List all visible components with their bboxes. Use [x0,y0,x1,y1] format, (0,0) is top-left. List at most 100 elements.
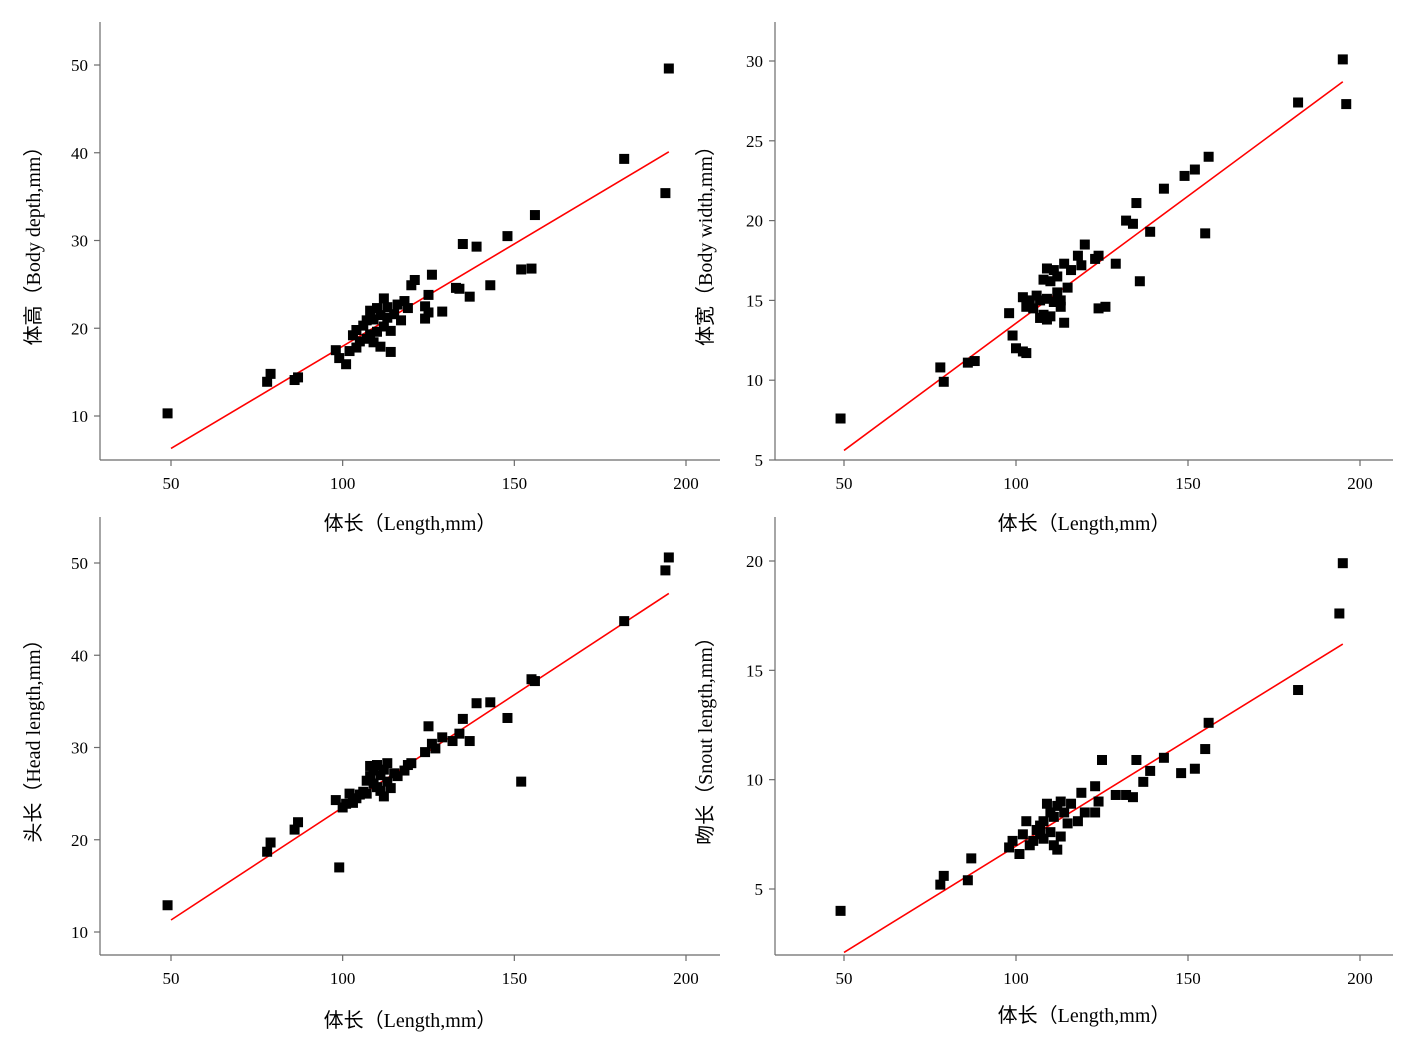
data-point [1079,807,1090,818]
data-point [1131,198,1142,209]
x-tick-label: 200 [673,969,699,988]
x-tick-label: 200 [1347,969,1373,988]
data-point [526,263,537,274]
data-point [962,357,973,368]
data-point [1004,308,1015,319]
data-point [372,326,382,337]
data-point [962,875,973,886]
x-axis-title: 体长（Length,mm） [324,1009,497,1032]
data-point [365,305,376,316]
data-point [1145,226,1156,237]
data-point [344,346,355,357]
scatter-panel-3: 50 100 150 200 10 20 30 40 50 体长（Length,mm） 头长（Hea… [22,517,720,1032]
y-tick-label: 15 [746,661,763,680]
x-tick-label: 100 [330,969,356,988]
data-point [502,231,513,242]
data-point [471,698,482,709]
y-tick-label: 40 [71,144,88,163]
y-tick-label: 30 [71,739,88,758]
data-point [935,362,946,373]
data-point [1055,831,1066,842]
data-point [293,372,304,383]
data-point [341,359,352,370]
x-tick-label: 50 [163,474,180,493]
x-tick-label: 50 [836,474,853,493]
data-point [1179,170,1190,181]
data-point [1176,768,1187,779]
data-point [265,368,276,379]
data-point [289,824,300,835]
data-point [485,280,496,291]
data-point [265,837,276,848]
data-point [1127,218,1138,229]
data-point [385,783,396,794]
data-point [1066,265,1077,276]
data-point [1028,835,1039,846]
y-tick-label: 10 [71,407,88,426]
data-point [423,289,434,300]
data-point [392,299,403,310]
data-point [385,325,396,336]
data-point [454,728,465,739]
data-point [1334,608,1345,619]
data-point [399,765,410,776]
data-point [358,320,369,331]
y-tick-label: 50 [71,56,88,75]
data-point [1048,296,1059,307]
data-point [1055,796,1066,807]
data-point [1041,263,1052,274]
data-point [1134,276,1145,287]
y-axis-title: 吻长（Snout length,mm） [694,627,717,845]
x-tick-label: 150 [502,474,528,493]
data-point [382,758,393,769]
y-tick-label: 25 [746,132,763,151]
data-point [1038,833,1049,844]
y-tick-label: 10 [746,771,763,790]
data-point [382,312,393,323]
data-point [835,905,846,916]
data-point [1072,250,1083,261]
data-point [378,293,389,304]
data-point [368,337,379,348]
data-point [372,760,382,771]
data-point [341,798,352,809]
data-point [378,321,389,332]
data-point [1017,292,1028,303]
data-point [447,736,458,747]
data-point [1131,754,1142,765]
scatter-panel-1: 50 100 150 200 10 20 30 40 50 体长（Length,mm） 体高（Bod… [22,22,720,535]
data-point [368,314,379,325]
data-point [426,269,437,280]
data-point [1045,276,1056,287]
data-point [1293,685,1304,696]
data-point [1079,239,1090,250]
data-point [457,239,468,250]
x-tick-label: 100 [1003,969,1029,988]
data-point [471,241,482,252]
data-point [347,330,358,341]
data-point [663,552,674,563]
data-point [1055,295,1066,306]
y-axis-title: 体高（Body depth,mm） [22,137,45,346]
x-tick-label: 50 [836,969,853,988]
y-tick-label: 10 [71,923,88,942]
data-point [361,788,372,799]
y-tick-label: 20 [71,831,88,850]
data-point [1028,303,1039,314]
data-point [392,771,403,782]
data-point [420,313,431,324]
data-point [1024,295,1035,306]
data-point [1189,164,1200,175]
data-point [1062,818,1073,829]
data-point [1076,260,1087,271]
data-point [619,616,630,627]
data-point [835,413,846,424]
regression-line [170,592,670,921]
data-point [1045,311,1056,322]
data-point [1076,787,1087,798]
data-point [378,764,389,775]
data-point [1200,744,1211,755]
data-point [1038,816,1049,827]
data-point [1055,301,1066,312]
